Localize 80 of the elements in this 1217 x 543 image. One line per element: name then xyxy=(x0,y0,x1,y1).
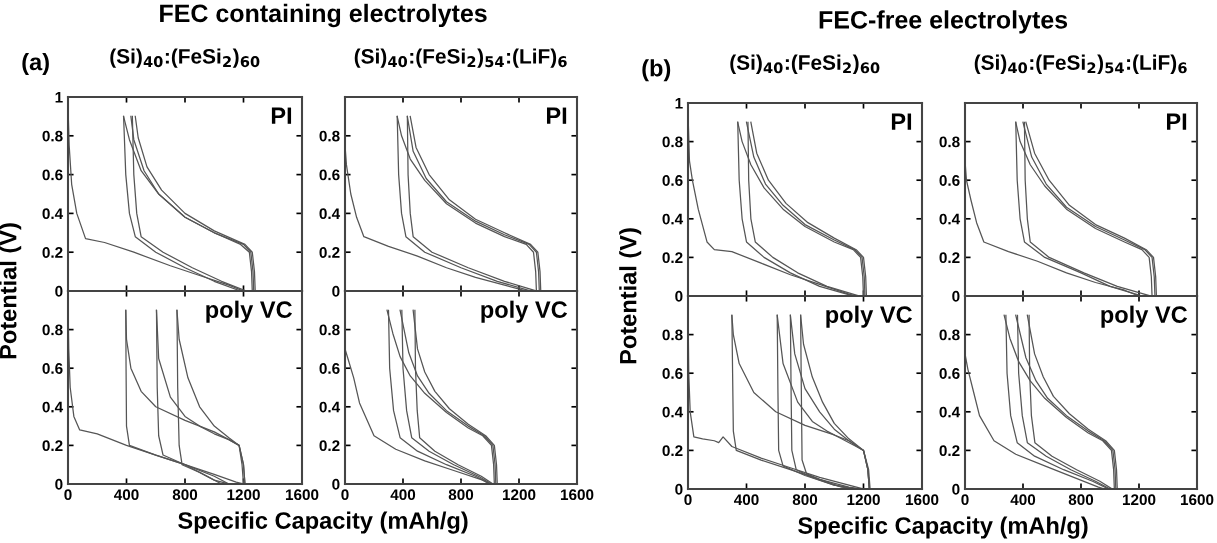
x-tick-label: 1200 xyxy=(227,489,260,501)
chart-subtitle: (Si)$_{40}$:(FeSi$_{2}$)$_{54}$:(LiF)$_{6}$ xyxy=(354,48,567,68)
chart-title: FEC containing electrolytes xyxy=(160,3,487,28)
chart-subtitle: (Si)$_{40}$:(FeSi$_{2}$)$_{60}$ xyxy=(110,48,260,68)
x-tick-label: 0 xyxy=(961,494,969,506)
y-tick-label: 0 xyxy=(332,478,340,490)
y-tick-label: 0.2 xyxy=(662,445,683,457)
x-tick-label: 400 xyxy=(390,489,416,501)
y-tick-label: 0.4 xyxy=(42,208,64,220)
x-tick-label: 0 xyxy=(64,489,72,501)
y-tick-label: 0.6 xyxy=(939,368,960,379)
y-tick-label: 1 xyxy=(55,92,63,103)
y-tick-label: 0 xyxy=(675,290,683,302)
y-tick-label: 0 xyxy=(55,478,63,490)
y-tick-label: 0.8 xyxy=(319,130,340,142)
y-tick-label: 0.4 xyxy=(939,213,961,225)
y-tick-label: 0.6 xyxy=(939,175,960,186)
y-tick-label: 0.4 xyxy=(319,401,341,413)
x-tick-label: 800 xyxy=(172,489,198,501)
annotation: poly VC xyxy=(206,300,292,323)
x-axis-title: Specific Capacity (mAh/g) xyxy=(798,516,1088,539)
x-axis-title: Specific Capacity (mAh/g) xyxy=(178,511,468,534)
x-tick-label: 400 xyxy=(733,494,759,506)
y-tick-label: 1 xyxy=(675,98,683,109)
annotation: poly VC xyxy=(1101,305,1188,328)
x-tick-label: 800 xyxy=(1068,494,1094,506)
y-tick-label: 0.6 xyxy=(319,169,340,181)
y-tick-label: 0.8 xyxy=(42,130,63,142)
y-tick-label: 0.8 xyxy=(662,329,683,341)
chart-title: FEC-free electrolytes xyxy=(819,10,1068,34)
y-tick-label: 0 xyxy=(55,285,63,297)
y-tick-label: 0.4 xyxy=(319,208,341,220)
y-tick-label: 0.2 xyxy=(42,440,63,452)
y-tick-label: 0.8 xyxy=(319,324,340,336)
y-tick-label: 0.6 xyxy=(662,175,683,186)
x-tick-label: 0 xyxy=(341,489,349,501)
y-tick-label: 0.4 xyxy=(662,213,684,225)
text: (a) xyxy=(22,53,49,76)
y-tick-label: 0.2 xyxy=(319,247,340,258)
x-tick-label: 1200 xyxy=(1122,494,1156,506)
y-tick-label: 0.8 xyxy=(42,324,63,336)
y-tick-label: 0.4 xyxy=(42,401,64,413)
y-tick-label: 0.6 xyxy=(42,169,63,181)
y-tick-label: 0.2 xyxy=(42,247,63,258)
annotation: PI xyxy=(546,107,567,124)
x-tick-label: 1200 xyxy=(847,494,880,506)
x-tick-label: 1600 xyxy=(1180,494,1214,506)
y-tick-label: 0.2 xyxy=(662,252,683,264)
y-tick-label: 0.2 xyxy=(939,252,960,264)
y-tick-label: 0 xyxy=(332,285,340,297)
chart-subtitle: (Si)$_{40}$:(FeSi$_{2}$)$_{54}$:(LiF)$_{6}$ xyxy=(974,54,1187,75)
x-tick-label: 1200 xyxy=(502,489,536,501)
x-tick-label: 0 xyxy=(684,494,692,506)
y-tick-label: 0.4 xyxy=(939,406,961,418)
x-tick-label: 1600 xyxy=(560,489,594,501)
annotation: poly VC xyxy=(826,305,912,328)
y-tick-label: 0 xyxy=(952,290,960,302)
x-tick-label: 800 xyxy=(792,494,818,506)
x-tick-label: 400 xyxy=(113,489,139,501)
y-tick-label: 0.8 xyxy=(662,136,683,148)
y-tick-label: 0.6 xyxy=(662,368,683,379)
y-tick-label: 0.8 xyxy=(939,136,960,148)
x-tick-label: 1600 xyxy=(285,489,319,501)
y-tick-label: 0.6 xyxy=(319,363,340,374)
annotation: PI xyxy=(1166,113,1187,130)
x-tick-label: 800 xyxy=(448,489,474,501)
y-tick-label: 0.6 xyxy=(42,363,63,374)
text: (b) xyxy=(642,59,671,82)
y-tick-label: 0.4 xyxy=(662,406,684,418)
chart-subtitle: (Si)$_{40}$:(FeSi$_{2}$)$_{60}$ xyxy=(730,54,880,75)
y-tick-label: 0.2 xyxy=(319,440,340,452)
y-tick-label: 0.8 xyxy=(939,329,960,341)
y-tick-label: 0.2 xyxy=(939,445,960,457)
x-tick-label: 400 xyxy=(1010,494,1036,506)
annotation: PI xyxy=(271,107,292,124)
annotation: poly VC xyxy=(481,300,568,323)
y-axis-title: Potential (V) xyxy=(619,228,642,364)
y-axis-title: Potential (V) xyxy=(0,223,22,359)
x-tick-label: 1600 xyxy=(905,494,939,506)
annotation: PI xyxy=(891,113,912,130)
